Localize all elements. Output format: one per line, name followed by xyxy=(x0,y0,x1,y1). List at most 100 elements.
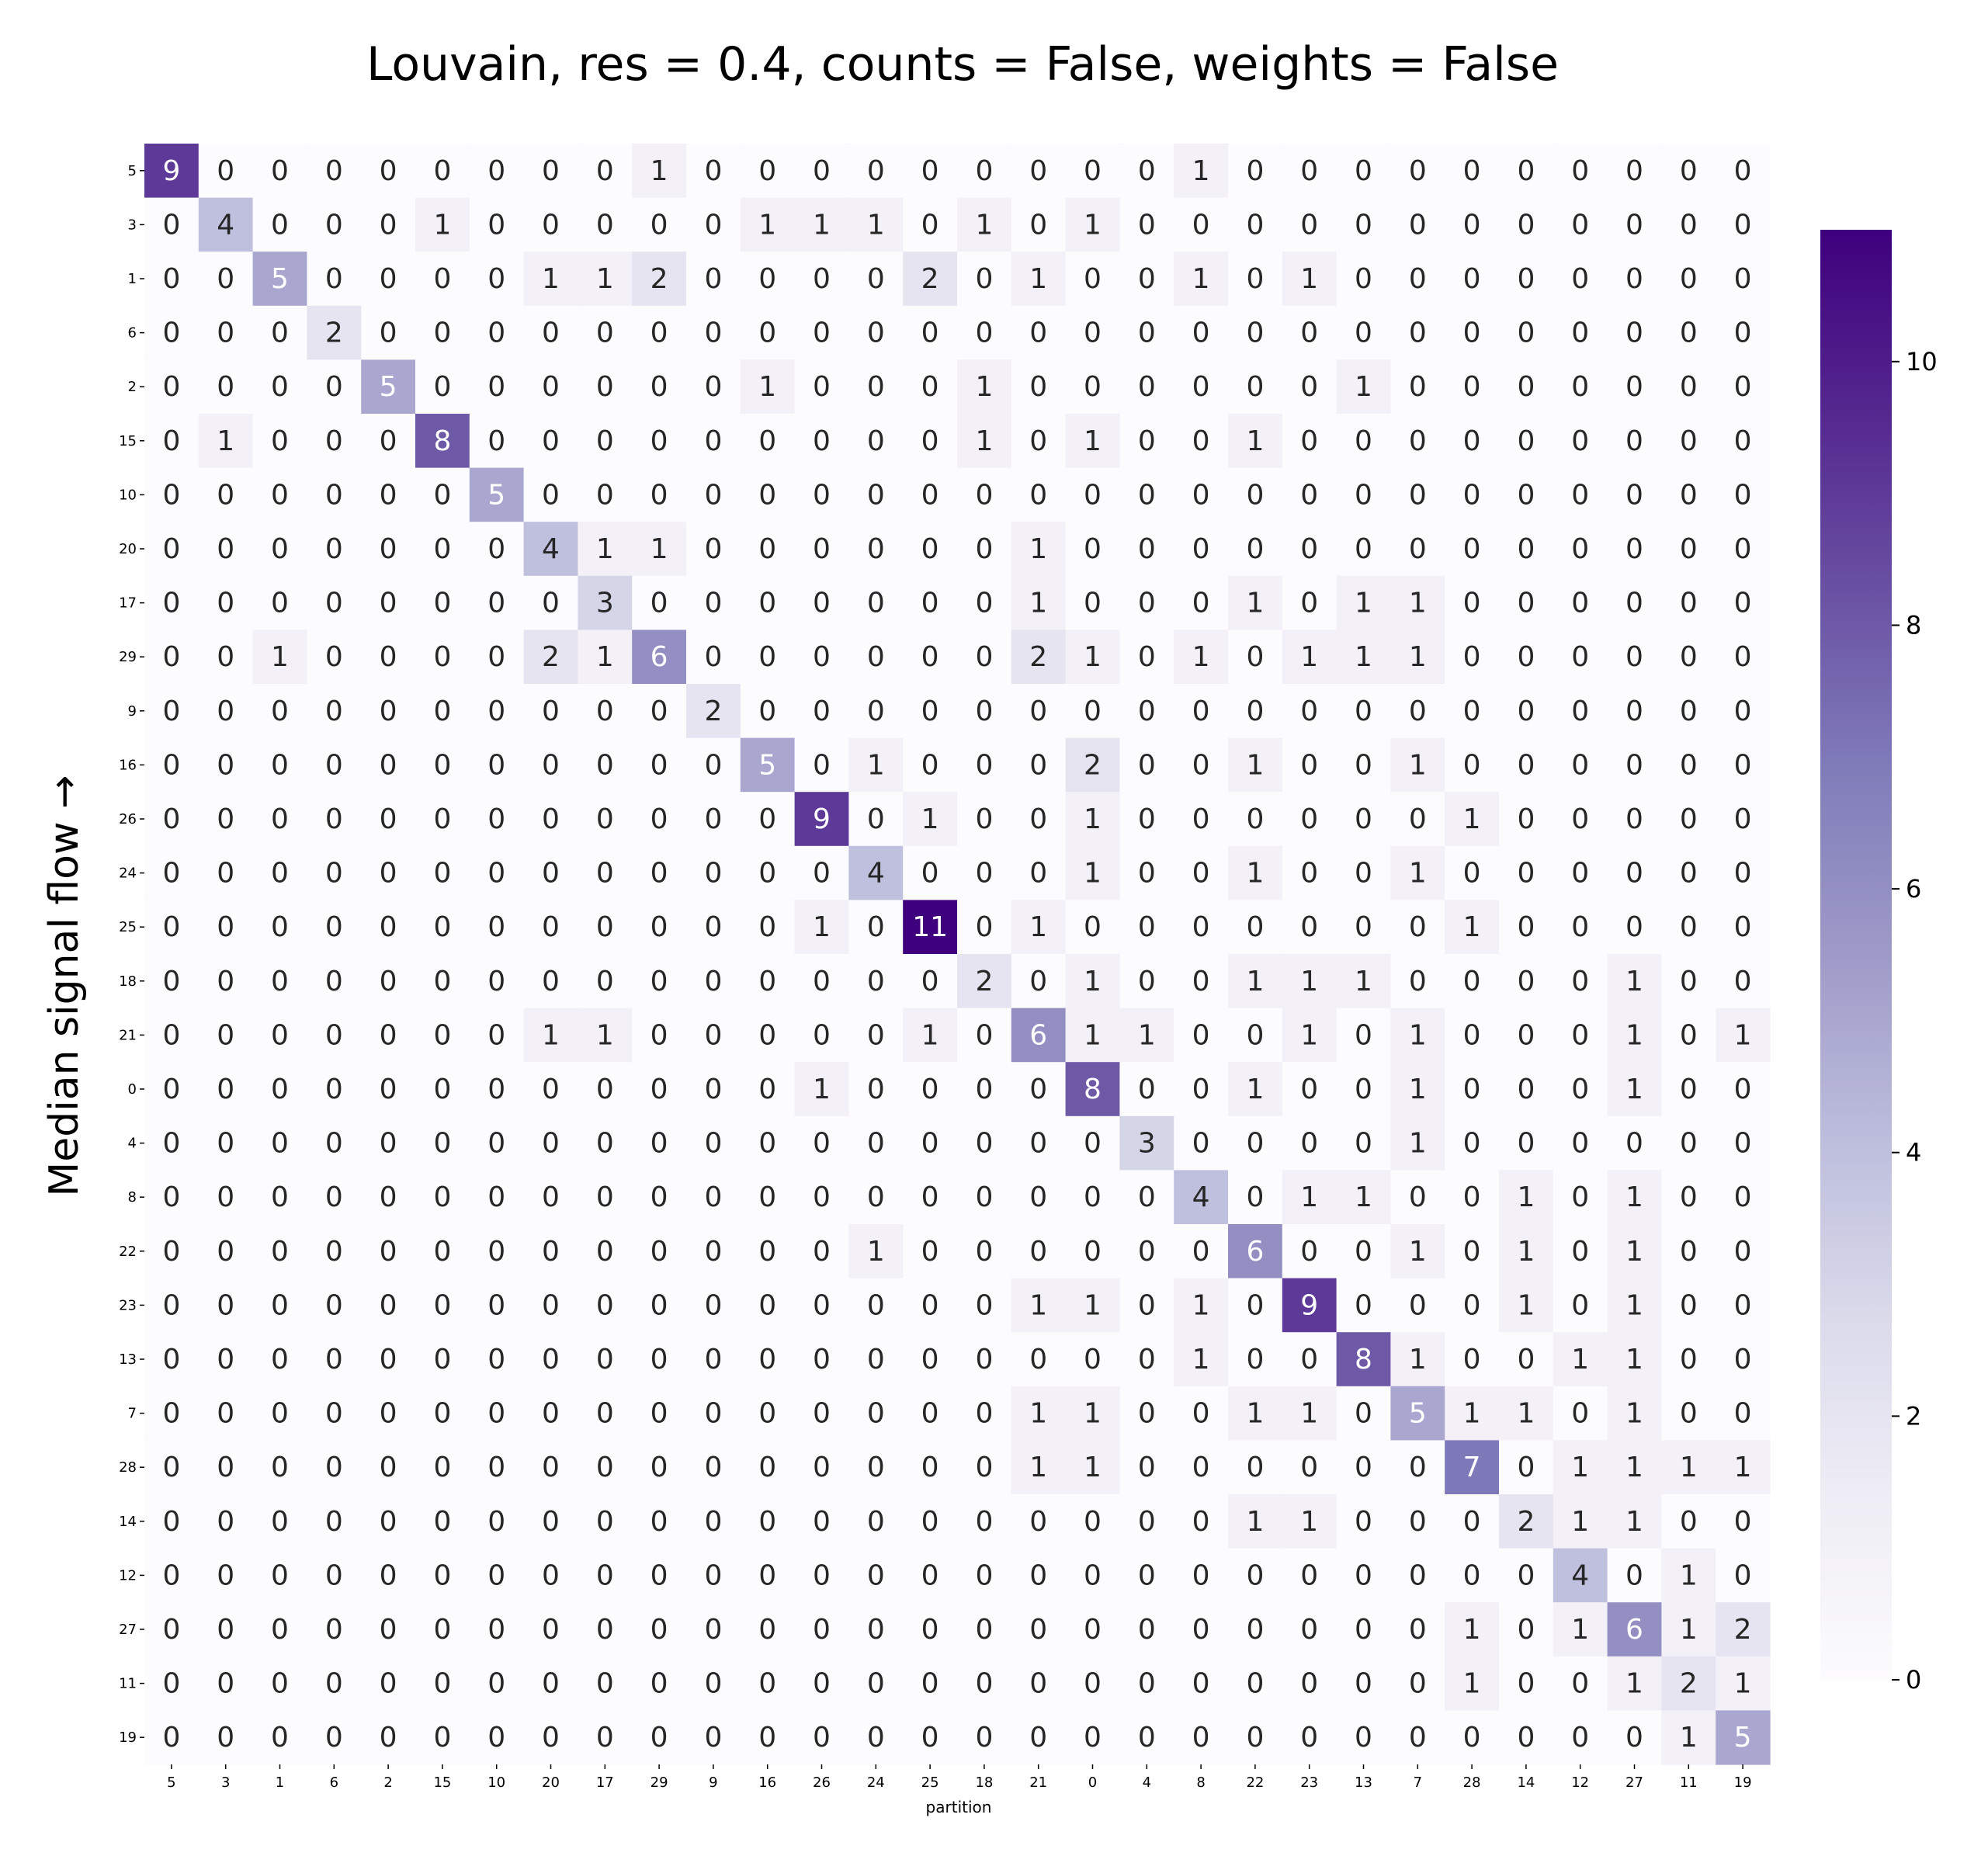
heatmap-cell xyxy=(1174,1062,1229,1117)
cell-value-label: 0 xyxy=(758,425,776,457)
heatmap-cell xyxy=(957,954,1012,1009)
cell-value-label: 0 xyxy=(596,803,614,835)
y-axis-label: Median signal flow → xyxy=(41,775,88,1196)
heatmap-cell xyxy=(361,1494,416,1549)
heatmap-cell xyxy=(1499,684,1554,739)
heatmap-cell xyxy=(1390,1170,1445,1225)
cell-value-label: 0 xyxy=(325,1181,343,1213)
heatmap-cell xyxy=(794,1494,849,1549)
heatmap-cell xyxy=(1065,1115,1120,1171)
x-tick-label: 18 xyxy=(975,1774,993,1791)
cell-value-label: 0 xyxy=(1463,209,1481,241)
cell-value-label: 0 xyxy=(271,1398,289,1430)
cell-value-label: 0 xyxy=(162,1506,180,1538)
heatmap-cell xyxy=(1065,197,1120,252)
cell-value-label: 0 xyxy=(1625,1128,1643,1160)
heatmap-cell xyxy=(1445,1224,1500,1279)
cell-value-label: 0 xyxy=(1138,911,1156,943)
cell-value-label: 0 xyxy=(1300,533,1318,565)
cell-value-label: 0 xyxy=(162,588,180,619)
heatmap-cell xyxy=(794,197,849,252)
cell-value-label: 2 xyxy=(542,641,560,673)
cell-value-label: 1 xyxy=(1625,1019,1643,1051)
cell-value-label: 0 xyxy=(1409,1722,1427,1754)
heatmap-cell xyxy=(1661,522,1716,577)
cell-value-label: 0 xyxy=(704,803,722,835)
cell-value-label: 0 xyxy=(1246,1614,1264,1646)
heatmap-cell xyxy=(198,1115,254,1171)
heatmap-cell xyxy=(686,359,741,415)
heatmap-cell xyxy=(957,522,1012,577)
heatmap-cell xyxy=(1553,252,1608,307)
cell-value-label: 0 xyxy=(813,1019,831,1051)
heatmap-cell xyxy=(1011,1224,1067,1279)
heatmap-cell xyxy=(307,900,362,955)
cell-value-label: 0 xyxy=(758,155,776,187)
cell-value-label: 0 xyxy=(1409,1506,1427,1538)
cell-value-label: 0 xyxy=(1517,1074,1535,1105)
cell-value-label: 1 xyxy=(1625,1289,1643,1321)
heatmap-cell xyxy=(1174,792,1229,847)
cell-value-label: 0 xyxy=(542,911,560,943)
cell-value-label: 0 xyxy=(542,1614,560,1646)
cell-value-label: 0 xyxy=(867,263,885,295)
cell-value-label: 0 xyxy=(380,1289,397,1321)
heatmap-cell xyxy=(361,1224,416,1279)
cell-value-label: 1 xyxy=(1300,641,1318,673)
heatmap-cell xyxy=(903,359,958,415)
x-tick-label: 14 xyxy=(1517,1774,1535,1791)
heatmap-cell xyxy=(1499,1062,1554,1117)
cell-value-label: 1 xyxy=(651,533,668,565)
cell-value-label: 0 xyxy=(1680,1236,1698,1268)
cell-value-label: 2 xyxy=(921,263,939,295)
heatmap-cell xyxy=(1390,1008,1445,1063)
cell-value-label: 0 xyxy=(813,858,831,890)
heatmap-cell xyxy=(415,630,470,685)
heatmap-cell xyxy=(740,197,796,252)
cell-value-label: 0 xyxy=(487,1074,505,1105)
cell-value-label: 0 xyxy=(813,1452,831,1483)
x-tick-label: 21 xyxy=(1029,1774,1047,1791)
cell-value-label: 1 xyxy=(1355,371,1372,403)
heatmap-cell xyxy=(1065,414,1120,469)
heatmap-cell xyxy=(198,305,254,360)
cell-value-label: 0 xyxy=(596,858,614,890)
cell-value-label: 0 xyxy=(651,1181,668,1213)
cell-value-label: 0 xyxy=(1517,911,1535,943)
heatmap-cell xyxy=(1661,845,1716,900)
heatmap-cell xyxy=(198,954,254,1009)
cell-value-label: 0 xyxy=(651,1128,668,1160)
cell-value-label: 0 xyxy=(1517,1019,1535,1051)
heatmap-cell xyxy=(1011,1332,1067,1387)
heatmap-cell xyxy=(1336,1278,1391,1333)
cell-value-label: 0 xyxy=(1084,911,1102,943)
cell-value-label: 1 xyxy=(1084,858,1102,890)
heatmap-cell xyxy=(1336,845,1391,900)
cell-value-label: 1 xyxy=(1571,1614,1589,1646)
heatmap-cell xyxy=(1011,522,1067,577)
cell-value-label: 0 xyxy=(1517,749,1535,781)
heatmap-cell xyxy=(903,845,958,900)
cell-value-label: 0 xyxy=(1463,1289,1481,1321)
heatmap-cell xyxy=(252,845,307,900)
cell-value-label: 0 xyxy=(380,1236,397,1268)
cell-value-label: 0 xyxy=(975,749,993,781)
heatmap-cell xyxy=(361,792,416,847)
heatmap-cell xyxy=(686,197,741,252)
cell-value-label: 0 xyxy=(271,803,289,835)
cell-value-label: 0 xyxy=(1463,1506,1481,1538)
cell-value-label: 0 xyxy=(1084,1559,1102,1591)
heatmap-cell xyxy=(794,737,849,793)
heatmap-cell xyxy=(1011,1278,1067,1333)
cell-value-label: 0 xyxy=(542,1722,560,1754)
heatmap-cell xyxy=(848,467,904,522)
cell-value-label: 0 xyxy=(758,1398,776,1430)
heatmap-cell xyxy=(252,414,307,469)
heatmap-cell xyxy=(794,1170,849,1225)
cell-value-label: 0 xyxy=(867,1722,885,1754)
heatmap-cell xyxy=(144,845,199,900)
cell-value-label: 0 xyxy=(867,1506,885,1538)
cell-value-label: 0 xyxy=(1300,1344,1318,1376)
cell-value-label: 1 xyxy=(1571,1344,1589,1376)
heatmap-cell xyxy=(903,1386,958,1441)
